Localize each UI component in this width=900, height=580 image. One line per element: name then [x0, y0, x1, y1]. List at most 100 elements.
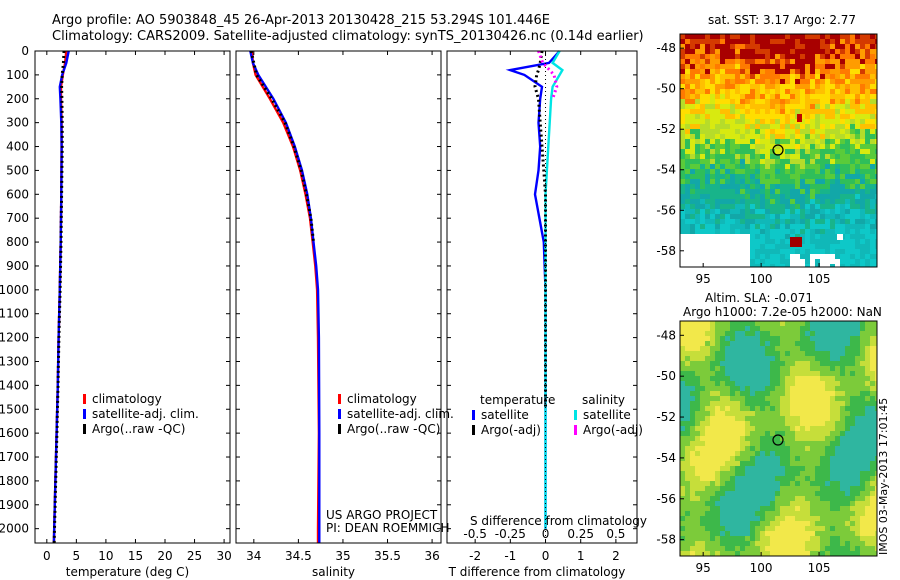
map-cell: [785, 149, 790, 154]
map-cell: [825, 89, 830, 94]
map-cell: [700, 109, 705, 114]
map-cell: [785, 501, 790, 506]
map-cell: [750, 54, 755, 59]
map-cell: [710, 34, 715, 39]
map-cell: [790, 159, 795, 164]
map-cell: [845, 189, 850, 194]
y-tick-label: 1300: [0, 354, 29, 368]
map-cell: [760, 511, 765, 516]
map-cell: [685, 441, 690, 446]
map-cell: [755, 546, 760, 551]
map-cell: [805, 109, 810, 114]
map-cell: [875, 189, 877, 194]
map-cell: [850, 134, 855, 139]
map-cell: [850, 244, 855, 249]
map-cell: [845, 104, 850, 109]
map-cell: [865, 426, 870, 431]
map-cell: [785, 264, 790, 267]
map-cell: [810, 476, 815, 481]
map-cell: [780, 466, 785, 471]
map-cell: [825, 49, 830, 54]
map-cell: [825, 321, 830, 326]
map-cell: [730, 154, 735, 159]
map-cell: [865, 199, 870, 204]
map-cell: [860, 204, 865, 209]
map-cell: [685, 174, 690, 179]
map-cell: [725, 219, 730, 224]
map-cell: [680, 39, 685, 44]
map-cell: [775, 426, 780, 431]
map-cell: [765, 179, 770, 184]
map-cell: [735, 69, 740, 74]
map-cell: [795, 371, 800, 376]
map-cell: [875, 396, 877, 401]
map-cell: [850, 89, 855, 94]
map-cell: [835, 536, 840, 541]
map-cell: [755, 321, 760, 326]
map-cell: [740, 381, 745, 386]
map-cell: [820, 426, 825, 431]
map-cell: [805, 331, 810, 336]
map-cell: [780, 59, 785, 64]
map-cell: [735, 531, 740, 536]
map-cell: [775, 139, 780, 144]
map-cell: [865, 501, 870, 506]
map-cell: [755, 486, 760, 491]
map-cell: [720, 416, 725, 421]
map-cell: [855, 164, 860, 169]
map-cell: [685, 396, 690, 401]
map-cell: [685, 244, 690, 249]
map-cell: [730, 234, 735, 239]
map-cell: [770, 254, 775, 259]
map-cell: [825, 371, 830, 376]
map-cell: [760, 44, 765, 49]
map-cell: [790, 531, 795, 536]
map-cell: [780, 381, 785, 386]
map-cell: [710, 336, 715, 341]
map-cell: [840, 154, 845, 159]
map-cell: [695, 54, 700, 59]
map-cell: [695, 234, 700, 239]
map-cell: [865, 219, 870, 224]
map-cell: [685, 99, 690, 104]
map-cell: [855, 134, 860, 139]
map-cell: [730, 129, 735, 134]
map-cell: [865, 264, 870, 267]
map-cell: [825, 149, 830, 154]
map-cell: [745, 194, 750, 199]
map-cell: [730, 259, 735, 264]
map-cell: [855, 89, 860, 94]
map-cell: [815, 501, 820, 506]
map-cell: [750, 406, 755, 411]
map-cell: [715, 229, 720, 234]
map-cell: [840, 386, 845, 391]
map-cell: [875, 139, 877, 144]
map-cell: [745, 496, 750, 501]
map-cell: [700, 144, 705, 149]
map-cell: [865, 74, 870, 79]
map-cell: [855, 521, 860, 526]
map-cell: [840, 421, 845, 426]
map-cell: [715, 49, 720, 54]
map-cell: [740, 184, 745, 189]
map-cell: [800, 254, 805, 259]
map-cell: [770, 476, 775, 481]
map-cell: [865, 341, 870, 346]
map-cell: [860, 406, 865, 411]
map-cell: [795, 521, 800, 526]
map-cell: [740, 229, 745, 234]
map-cell: [875, 119, 877, 124]
map-cell: [840, 461, 845, 466]
map-cell: [720, 421, 725, 426]
map-cell: [735, 371, 740, 376]
map-cell: [865, 346, 870, 351]
map-cell: [695, 406, 700, 411]
map-cell: [735, 486, 740, 491]
map-cell: [725, 54, 730, 59]
map-cell: [745, 431, 750, 436]
map-cell: [805, 144, 810, 149]
map-cell: [815, 84, 820, 89]
map-cell: [870, 446, 875, 451]
map-cell: [730, 461, 735, 466]
map-cell: [685, 229, 690, 234]
